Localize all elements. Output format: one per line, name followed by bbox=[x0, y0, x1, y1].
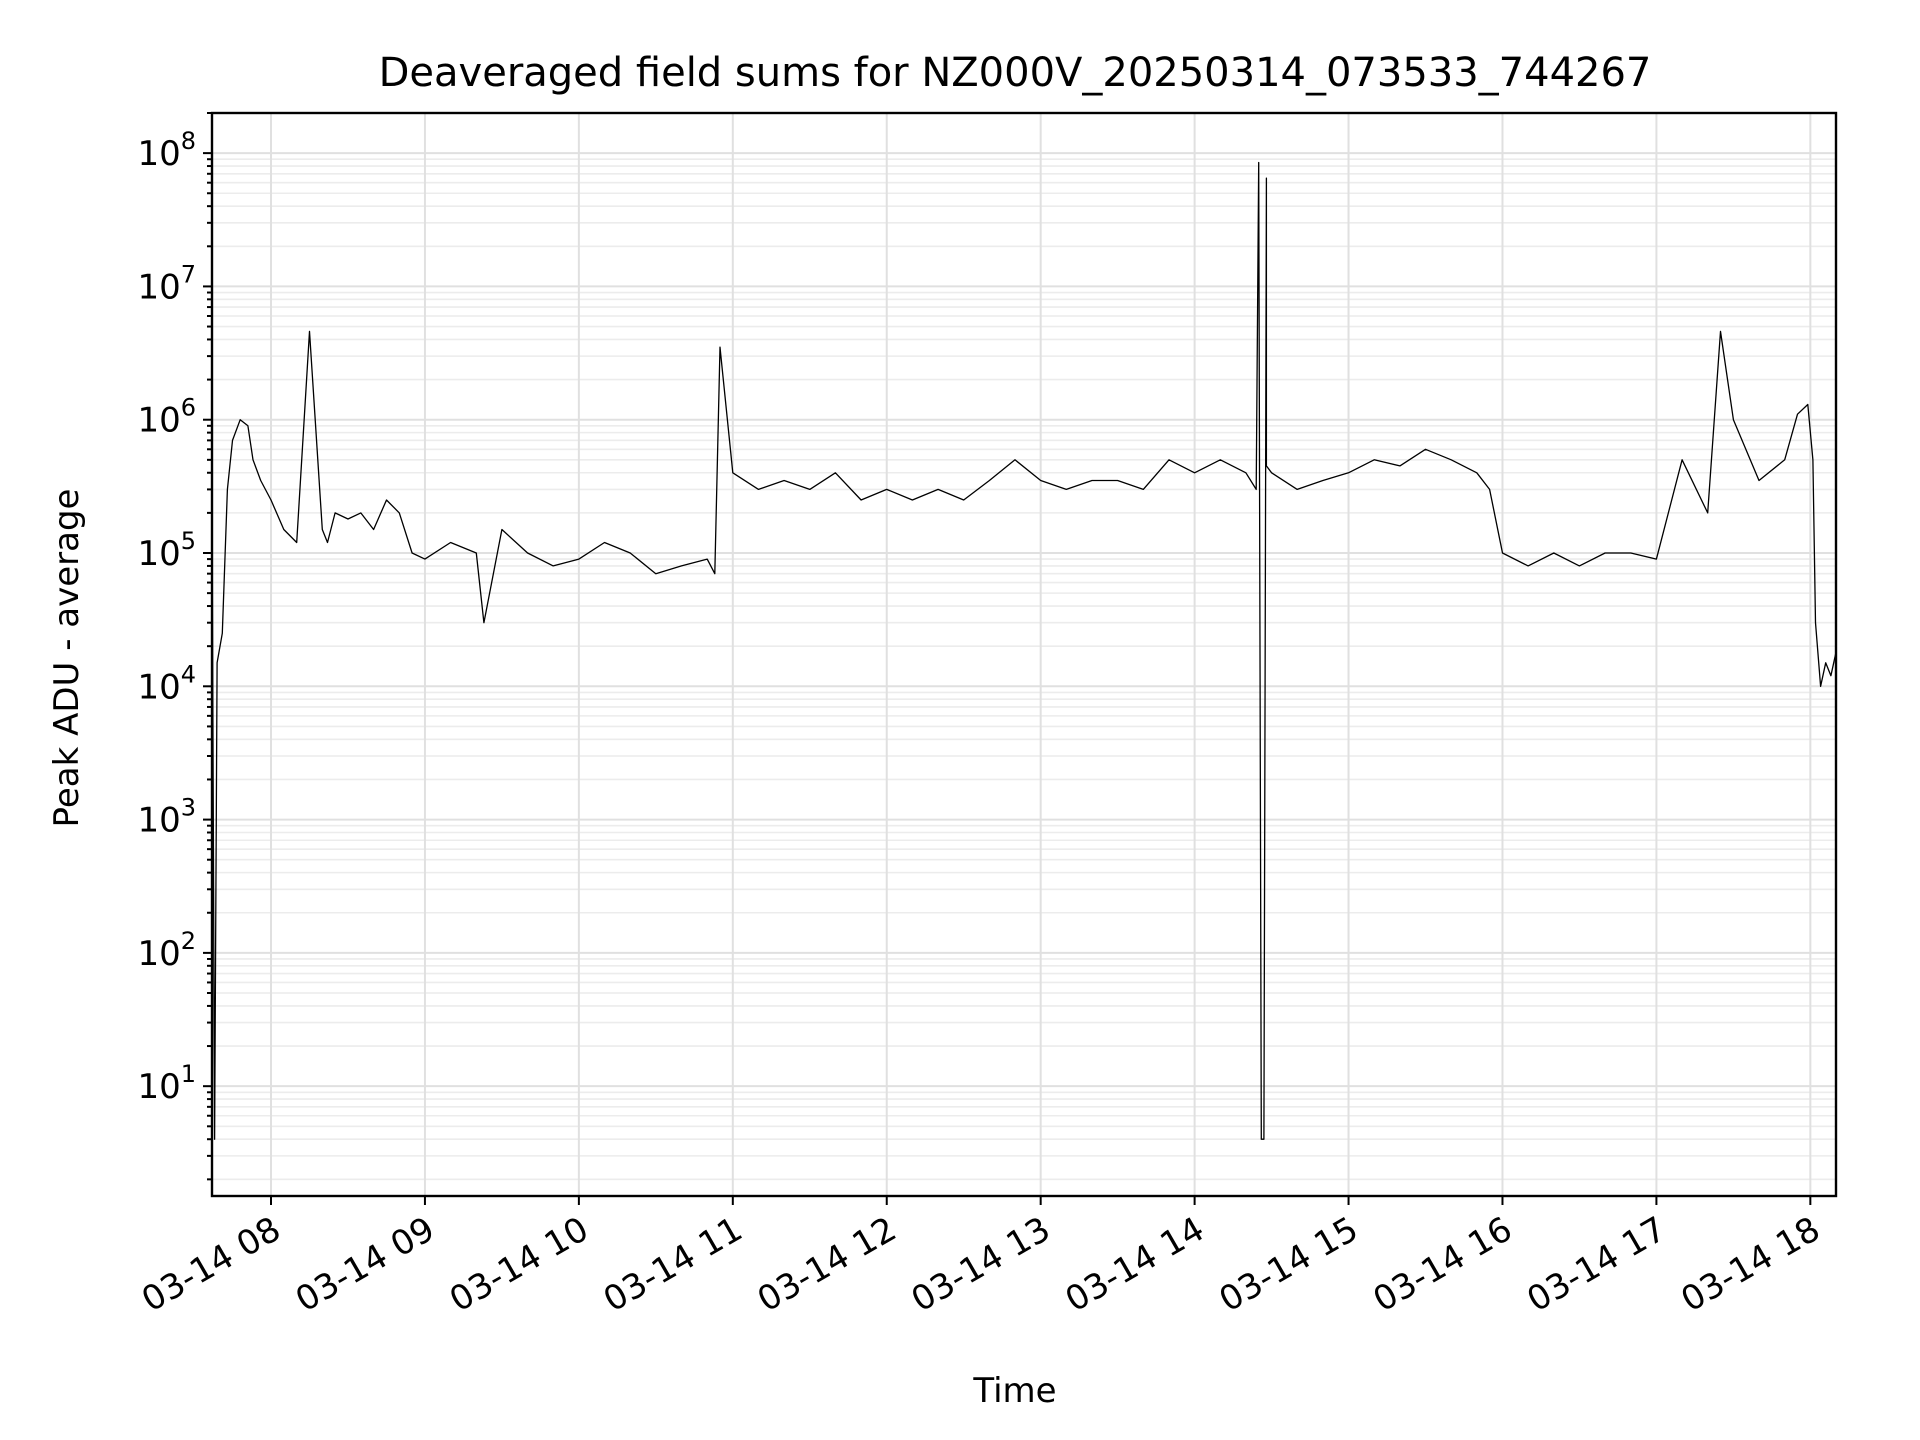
y-tick-label: 106 bbox=[137, 394, 196, 441]
y-tick-label: 108 bbox=[137, 127, 196, 174]
y-tick-label: 102 bbox=[137, 927, 196, 974]
y-tick-label: 107 bbox=[137, 260, 196, 307]
y-axis: 101 102 103 104 105 106 107 108 bbox=[137, 112, 212, 1181]
y-tick-label: 101 bbox=[137, 1060, 196, 1107]
x-axis-label: Time bbox=[972, 1371, 1056, 1411]
y-tick-label: 103 bbox=[137, 794, 196, 841]
grid bbox=[212, 112, 1836, 1196]
plot-frame bbox=[210, 111, 1838, 1198]
y-axis-label: Peak ADU - average bbox=[47, 489, 87, 828]
chart-title: Deaveraged field sums for NZ000V_2025031… bbox=[379, 50, 1652, 96]
series-layer bbox=[211, 161, 1837, 1140]
y-tick-label: 105 bbox=[137, 527, 196, 574]
series-line bbox=[211, 161, 1837, 1140]
y-tick-label: 104 bbox=[137, 660, 196, 707]
